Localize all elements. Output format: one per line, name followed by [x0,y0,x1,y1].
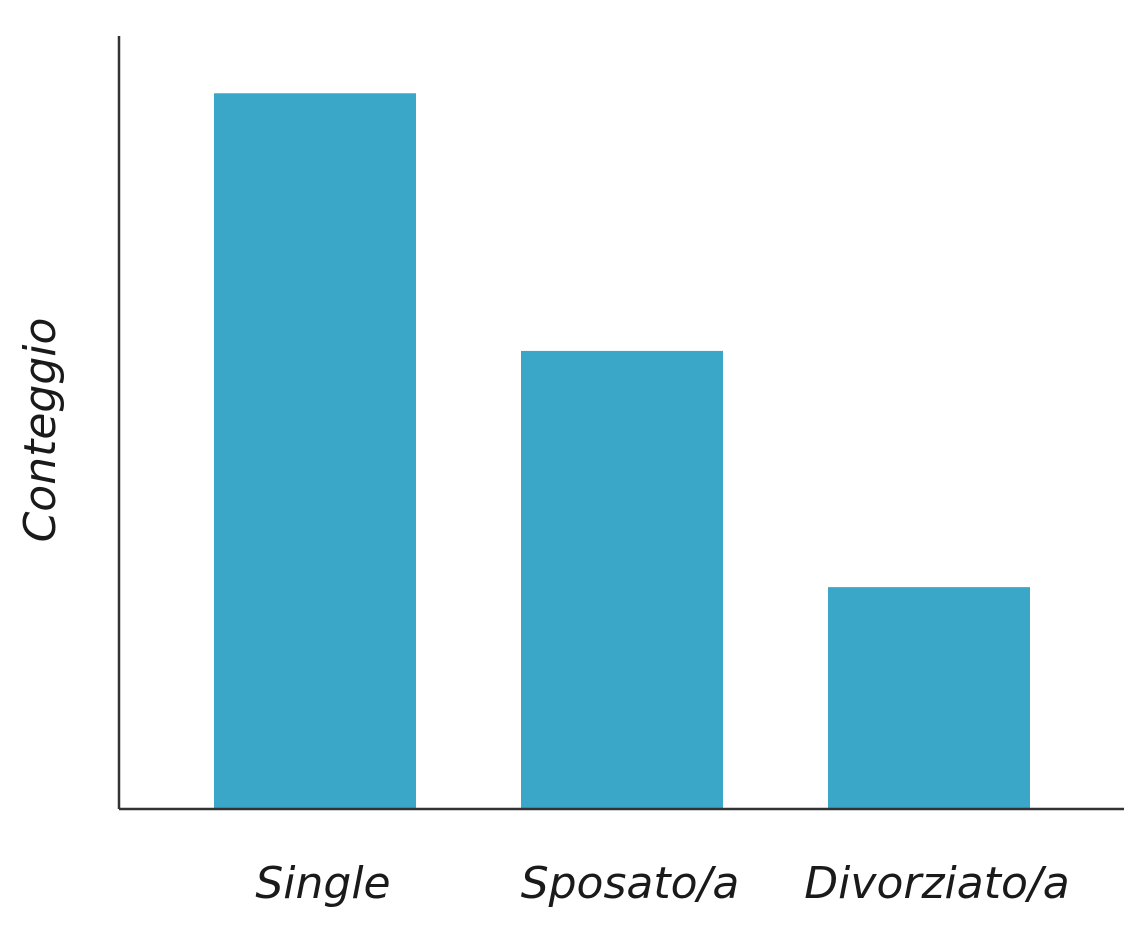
y-axis-title: Conteggio [15,318,66,543]
bar-sposato-a [521,350,723,809]
x-tick-labels: Single Sposato/a Divorziato/a [255,858,1069,909]
bar-divorziato-a [828,587,1030,809]
x-tick-label: Sposato/a [521,858,740,909]
x-tick-label: Single [255,858,390,909]
x-tick-label: Divorziato/a [804,858,1069,909]
bar-single [214,93,416,809]
bars-group [214,93,1030,809]
